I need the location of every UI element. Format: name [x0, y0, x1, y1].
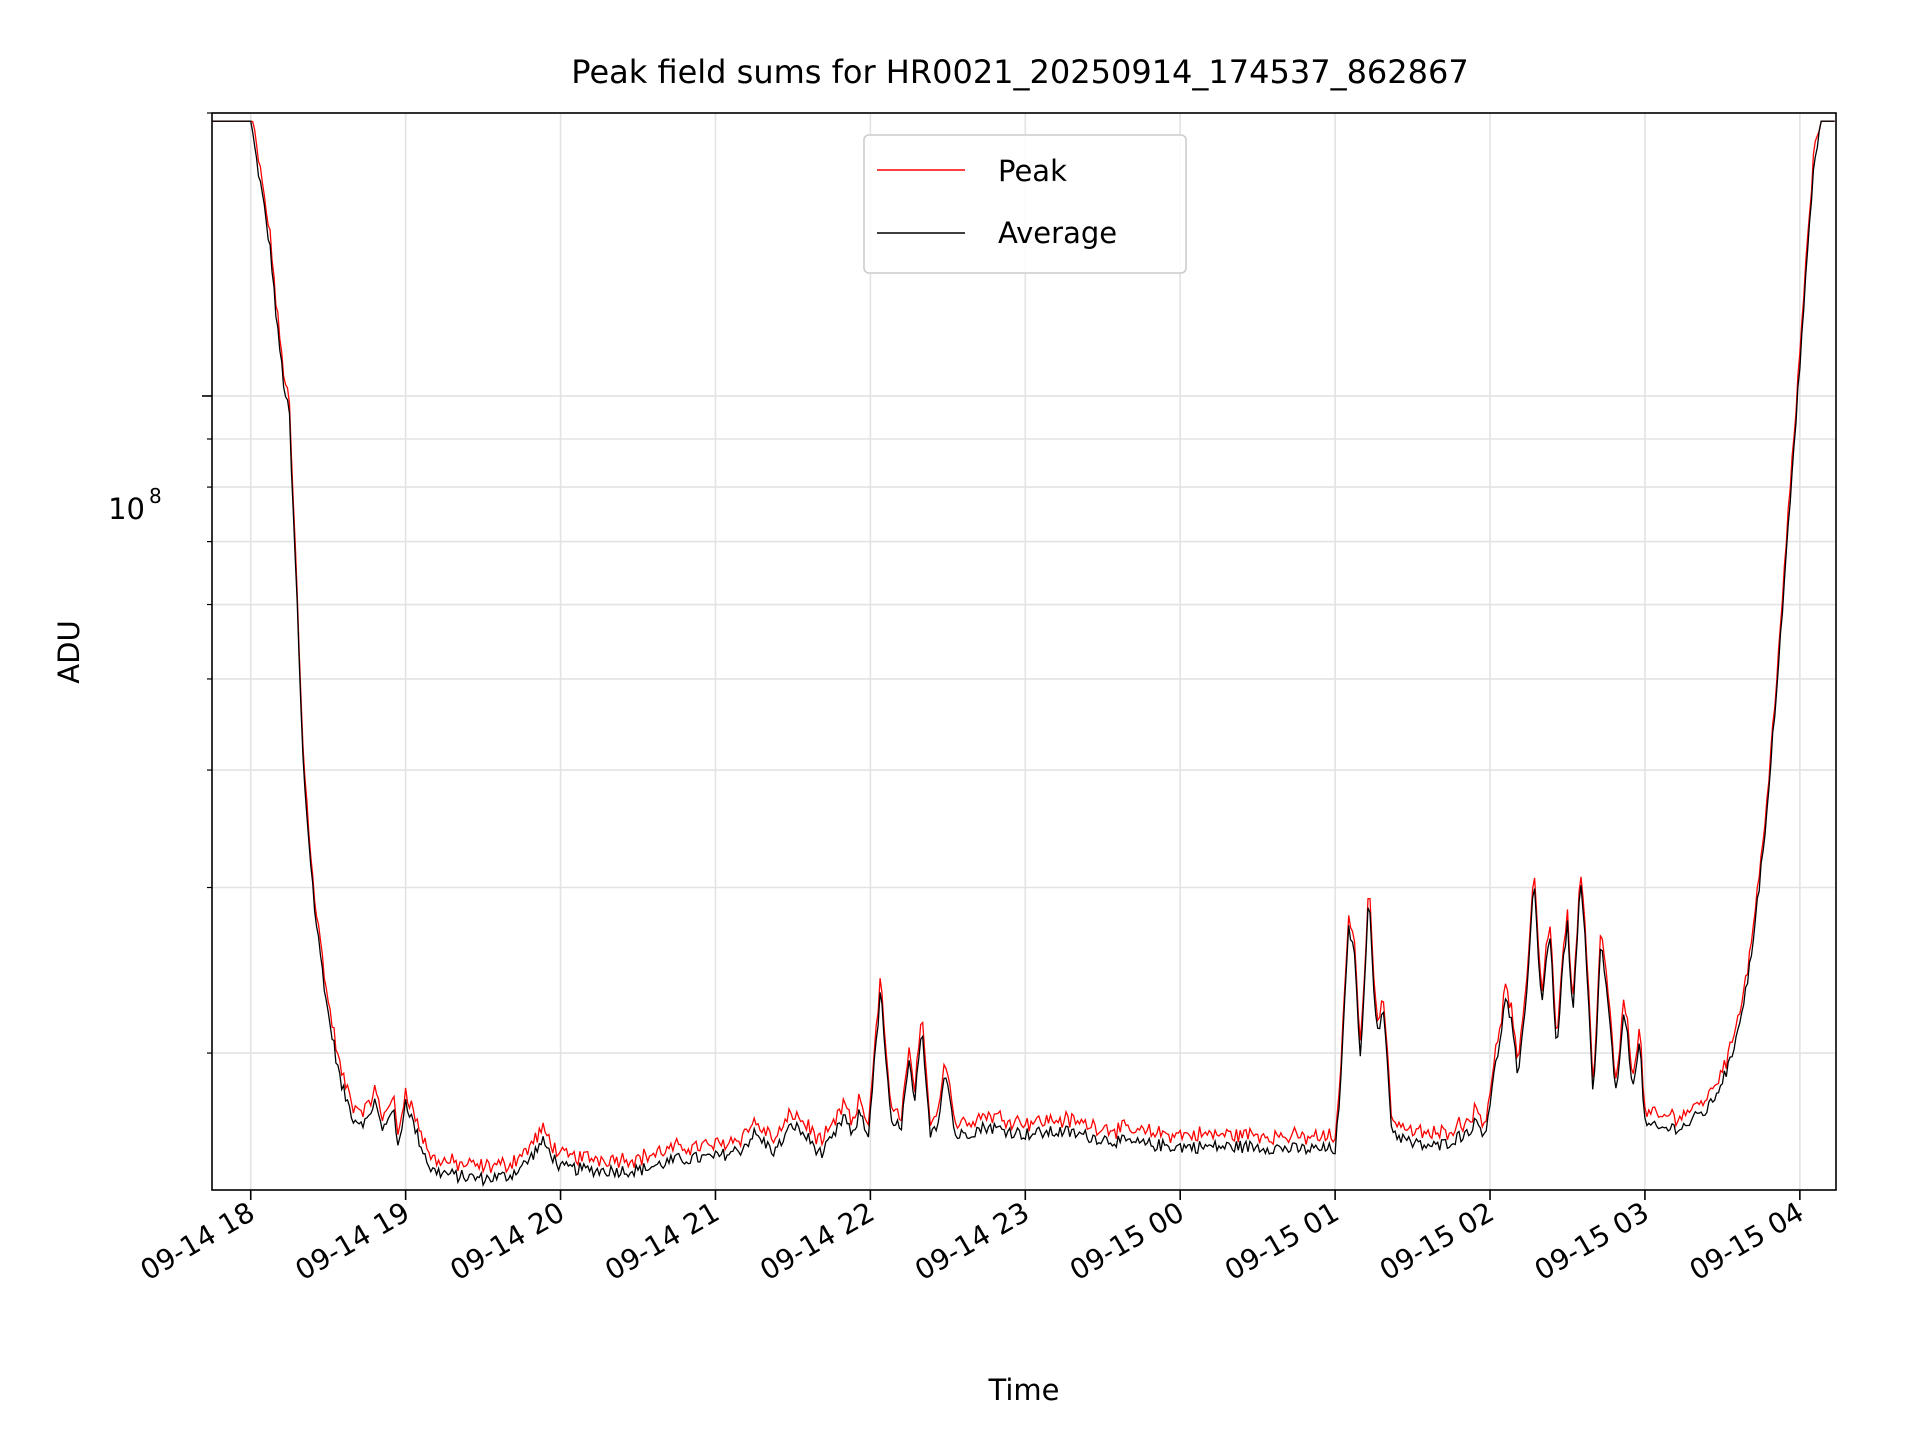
- x-tick-label: 09-15 02: [1374, 1195, 1500, 1287]
- x-tick-label: 09-15 01: [1219, 1195, 1345, 1287]
- x-tick-label: 09-14 20: [445, 1195, 571, 1287]
- x-tick-label: 09-14 21: [599, 1195, 725, 1287]
- legend: Peak Average: [863, 134, 1187, 274]
- x-axis-ticks: 09-14 18 09-14 19 09-14 20 09-14 21 09-14 22…: [135, 1190, 1810, 1287]
- x-tick-label: 09-14 23: [909, 1195, 1035, 1287]
- x-tick-label: 09-14 18: [135, 1195, 261, 1287]
- y-tick-label-1e8: 10 8: [108, 484, 162, 526]
- series-layer: [212, 120, 1835, 1188]
- series-line-peak: [212, 120, 1835, 1175]
- y-tick-exponent: 8: [149, 484, 162, 508]
- y-axis-ticks: [202, 112, 212, 1054]
- x-tick-label: 09-15 00: [1064, 1195, 1190, 1287]
- x-tick-label: 09-15 03: [1529, 1195, 1655, 1287]
- plot-frame: [211, 112, 1837, 1191]
- y-tick-base: 10: [108, 492, 145, 526]
- x-tick-label: 09-14 19: [290, 1195, 416, 1287]
- svg-text:10: 10: [108, 492, 145, 526]
- x-axis-label: Time: [988, 1373, 1060, 1407]
- legend-label-average: Average: [998, 216, 1117, 250]
- x-tick-label: 09-14 22: [754, 1195, 880, 1287]
- grid: [212, 112, 1836, 1190]
- legend-label-peak: Peak: [998, 154, 1067, 188]
- series-line-average: [212, 120, 1835, 1188]
- y-axis-label: ADU: [52, 620, 86, 683]
- x-tick-label: 09-15 04: [1684, 1195, 1810, 1287]
- chart-title: Peak field sums for HR0021_20250914_1745…: [571, 53, 1468, 91]
